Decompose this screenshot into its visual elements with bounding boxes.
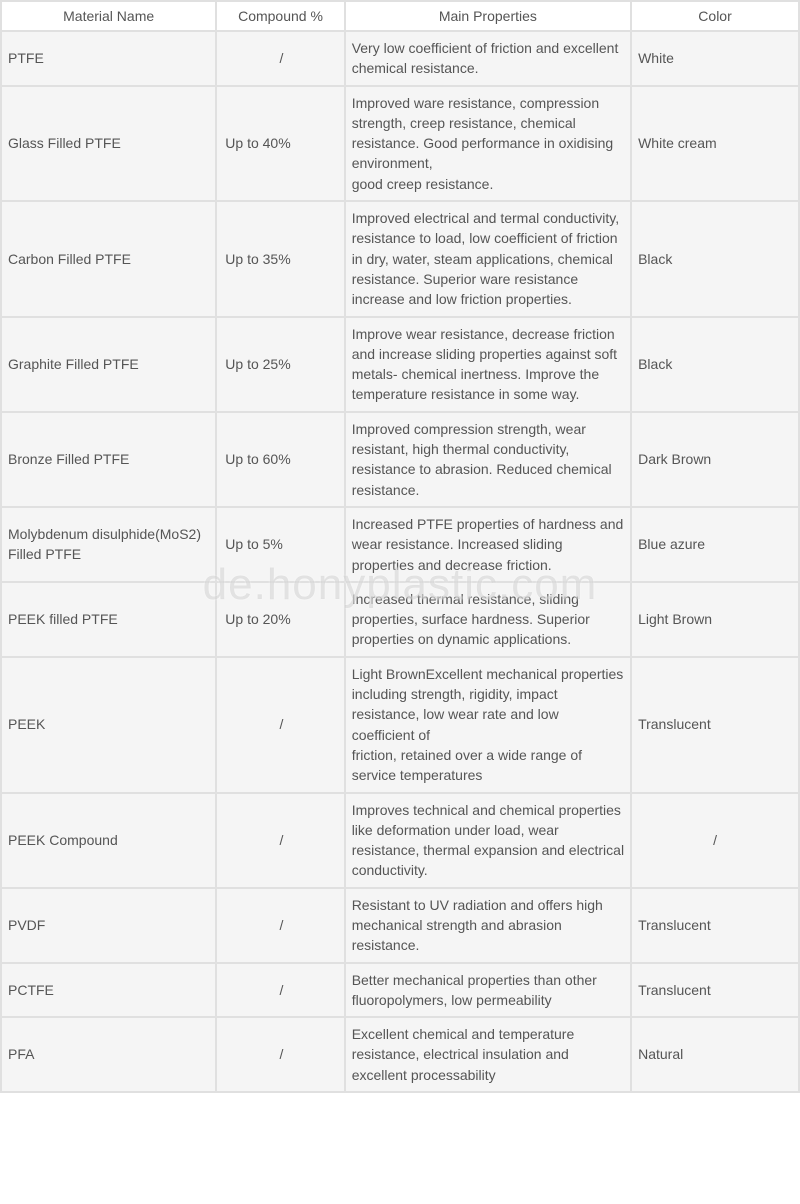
cell-color: Translucent	[632, 658, 798, 792]
cell-properties: Excellent chemical and temperature resis…	[346, 1018, 630, 1091]
col-header-compound: Compound %	[217, 2, 343, 30]
cell-color: Light Brown	[632, 583, 798, 656]
cell-color: /	[632, 794, 798, 887]
table-row: PTFE/Very low coefficient of friction an…	[2, 32, 798, 85]
col-header-name: Material Name	[2, 2, 215, 30]
cell-material-name: PFA	[2, 1018, 215, 1091]
table-row: PVDF/Resistant to UV radiation and offer…	[2, 889, 798, 962]
col-header-props: Main Properties	[346, 2, 630, 30]
table-row: PEEK/Light BrownExcellent mechanical pro…	[2, 658, 798, 792]
cell-properties: Better mechanical properties than other …	[346, 964, 630, 1017]
cell-material-name: PVDF	[2, 889, 215, 962]
cell-compound: /	[217, 889, 343, 962]
cell-properties: Light BrownExcellent mechanical properti…	[346, 658, 630, 792]
cell-material-name: PTFE	[2, 32, 215, 85]
cell-compound: Up to 20%	[217, 583, 343, 656]
cell-color: Black	[632, 318, 798, 411]
cell-material-name: PCTFE	[2, 964, 215, 1017]
cell-material-name: PEEK filled PTFE	[2, 583, 215, 656]
cell-compound: /	[217, 32, 343, 85]
cell-compound: /	[217, 1018, 343, 1091]
cell-material-name: PEEK Compound	[2, 794, 215, 887]
cell-properties: Very low coefficient of friction and exc…	[346, 32, 630, 85]
cell-compound: /	[217, 794, 343, 887]
cell-compound: /	[217, 964, 343, 1017]
cell-color: Blue azure	[632, 508, 798, 581]
table-row: Bronze Filled PTFEUp to 60%Improved comp…	[2, 413, 798, 506]
cell-material-name: PEEK	[2, 658, 215, 792]
cell-color: Translucent	[632, 889, 798, 962]
cell-material-name: Carbon Filled PTFE	[2, 202, 215, 315]
cell-compound: Up to 40%	[217, 87, 343, 200]
cell-compound: Up to 60%	[217, 413, 343, 506]
cell-material-name: Bronze Filled PTFE	[2, 413, 215, 506]
col-header-color: Color	[632, 2, 798, 30]
table-row: Graphite Filled PTFEUp to 25%Improve wea…	[2, 318, 798, 411]
cell-compound: Up to 5%	[217, 508, 343, 581]
cell-color: Dark Brown	[632, 413, 798, 506]
cell-properties: Improve wear resistance, decrease fricti…	[346, 318, 630, 411]
cell-compound: Up to 35%	[217, 202, 343, 315]
cell-color: White cream	[632, 87, 798, 200]
cell-compound: /	[217, 658, 343, 792]
cell-properties: Resistant to UV radiation and offers hig…	[346, 889, 630, 962]
cell-properties: Improved ware resistance, compression st…	[346, 87, 630, 200]
cell-properties: Improved electrical and termal conductiv…	[346, 202, 630, 315]
cell-color: Natural	[632, 1018, 798, 1091]
cell-material-name: Molybdenum disulphide(MoS2) Filled PTFE	[2, 508, 215, 581]
cell-material-name: Glass Filled PTFE	[2, 87, 215, 200]
cell-properties: Increased PTFE properties of hardness an…	[346, 508, 630, 581]
table-row: PFA/Excellent chemical and temperature r…	[2, 1018, 798, 1091]
cell-color: Translucent	[632, 964, 798, 1017]
cell-properties: Improved compression strength, wear resi…	[346, 413, 630, 506]
table-row: PEEK Compound/Improves technical and che…	[2, 794, 798, 887]
table-row: PCTFE/Better mechanical properties than …	[2, 964, 798, 1017]
cell-properties: Increased thermal resistance, sliding pr…	[346, 583, 630, 656]
table-row: Glass Filled PTFEUp to 40%Improved ware …	[2, 87, 798, 200]
cell-color: Black	[632, 202, 798, 315]
table-row: Molybdenum disulphide(MoS2) Filled PTFEU…	[2, 508, 798, 581]
table-header-row: Material Name Compound % Main Properties…	[2, 2, 798, 30]
table-row: Carbon Filled PTFEUp to 35%Improved elec…	[2, 202, 798, 315]
cell-material-name: Graphite Filled PTFE	[2, 318, 215, 411]
materials-table: Material Name Compound % Main Properties…	[0, 0, 800, 1093]
cell-properties: Improves technical and chemical properti…	[346, 794, 630, 887]
cell-color: White	[632, 32, 798, 85]
cell-compound: Up to 25%	[217, 318, 343, 411]
table-row: PEEK filled PTFEUp to 20%Increased therm…	[2, 583, 798, 656]
